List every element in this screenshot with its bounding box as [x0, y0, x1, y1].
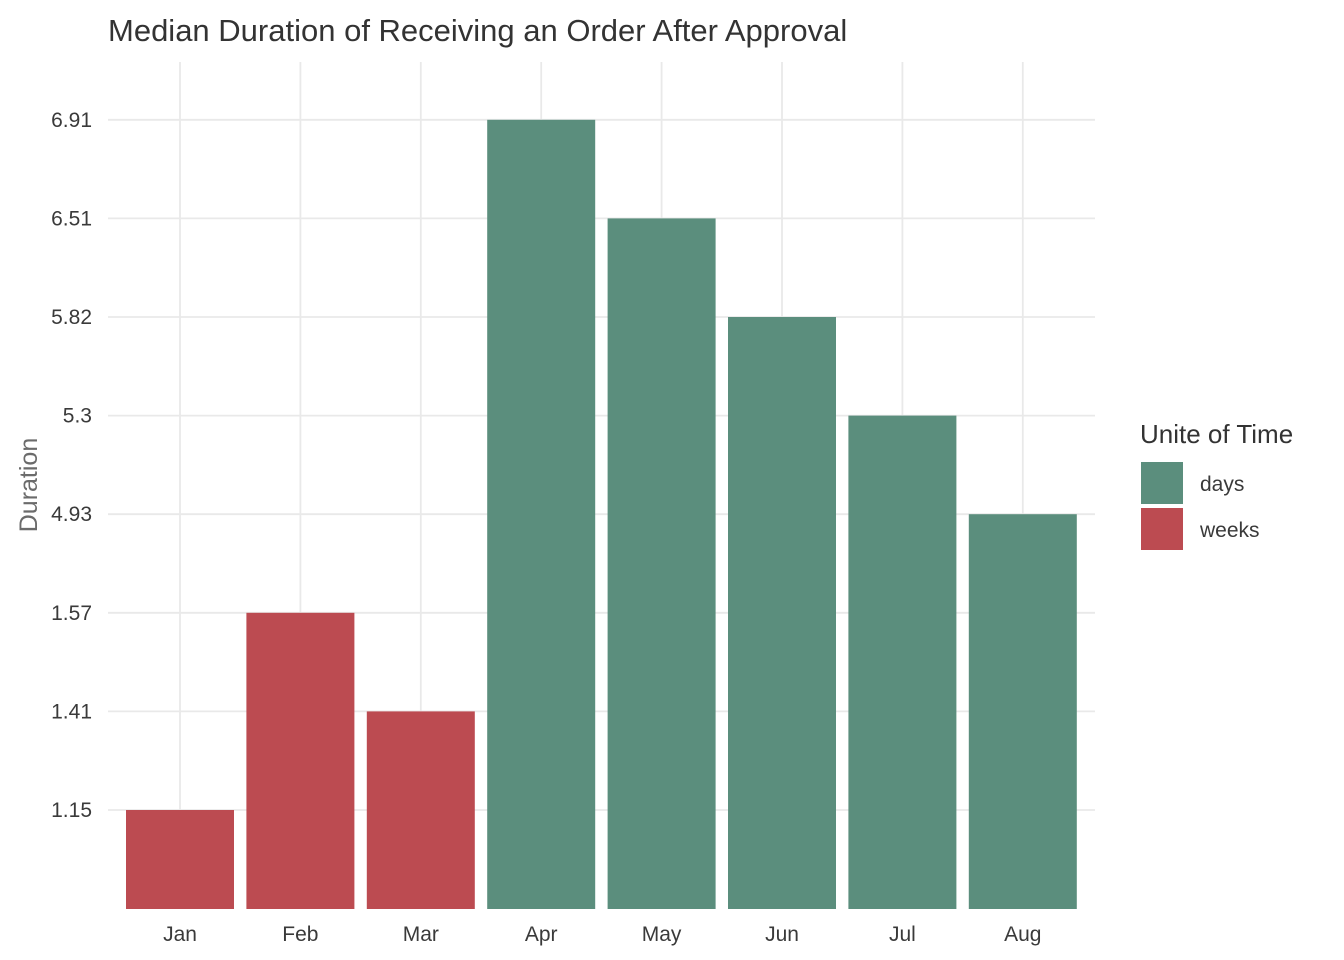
y-axis-title: Duration: [15, 438, 43, 533]
y-tick-label: 1.41: [51, 700, 92, 723]
x-tick-label: Jun: [765, 923, 799, 946]
legend-entries: days weeks: [1141, 462, 1260, 550]
legend-title: Unite of Time: [1140, 419, 1293, 449]
legend-label-weeks: weeks: [1199, 519, 1260, 542]
legend-key-weeks: [1141, 508, 1183, 550]
chart-title: Median Duration of Receiving an Order Af…: [108, 13, 847, 48]
bar-mar: [366, 711, 475, 909]
y-tick-label: 5.3: [63, 405, 92, 428]
y-tick-label: 6.91: [51, 109, 92, 132]
y-tick-label: 1.15: [51, 799, 92, 822]
y-tick-label: 5.82: [51, 306, 92, 329]
x-tick-label: Apr: [525, 923, 558, 946]
legend: Unite of Time days weeks: [1140, 419, 1293, 550]
bar-aug: [968, 514, 1077, 909]
bar-jul: [848, 415, 957, 909]
y-tick-label: 1.57: [51, 602, 92, 625]
y-tick-label: 4.93: [51, 503, 92, 526]
x-tick-label: Jul: [889, 923, 916, 946]
bar-feb: [246, 612, 355, 909]
y-axis-ticks: 1.15 1.41 1.57 4.93 5.3 5.82 6.51 6.91: [51, 109, 92, 822]
bars: [126, 119, 1077, 910]
x-axis-ticks: Jan Feb Mar Apr May Jun Jul Aug: [163, 923, 1041, 946]
x-tick-label: Aug: [1004, 923, 1041, 946]
legend-label-days: days: [1200, 473, 1244, 496]
x-tick-label: Feb: [282, 923, 318, 946]
x-tick-label: May: [642, 923, 682, 946]
legend-key-days: [1141, 462, 1183, 504]
bar-jun: [728, 317, 836, 909]
bar-may: [607, 218, 716, 909]
x-tick-label: Mar: [403, 923, 439, 946]
x-tick-label: Jan: [163, 923, 197, 946]
y-tick-label: 6.51: [51, 207, 92, 230]
bar-jan: [126, 810, 234, 909]
bar-apr: [487, 119, 596, 910]
